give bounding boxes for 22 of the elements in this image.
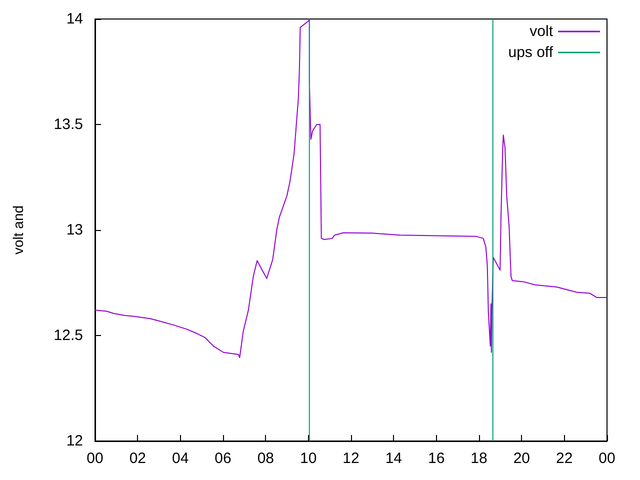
y-axis-title: volt and [10,205,26,255]
y-tick-label: 12 [66,432,83,450]
x-tick-label: 12 [342,450,360,467]
x-tick-label: 10 [300,450,317,467]
legend-label: volt [530,23,554,40]
x-tick-label: 16 [428,450,445,467]
x-tick-label: 20 [513,450,530,467]
x-tick-label: 22 [556,450,573,467]
y-tick-label: 14 [66,10,83,28]
x-tick-label: 14 [385,450,402,467]
x-tick-label: 06 [214,450,232,467]
x-tick-label: 00 [598,450,616,467]
y-tick-label: 13 [66,222,83,238]
y-tick-label: 12.5 [54,327,83,344]
y-tick-label: 13.5 [54,116,83,133]
x-tick-label: 02 [129,450,146,467]
x-tick-label: 00 [86,450,104,467]
line-series [94,18,608,358]
x-tick-label: 18 [470,450,488,467]
legend-label: ups off [508,44,554,61]
x-tick-label: 08 [257,450,274,467]
x-tick-label: 04 [172,450,189,467]
